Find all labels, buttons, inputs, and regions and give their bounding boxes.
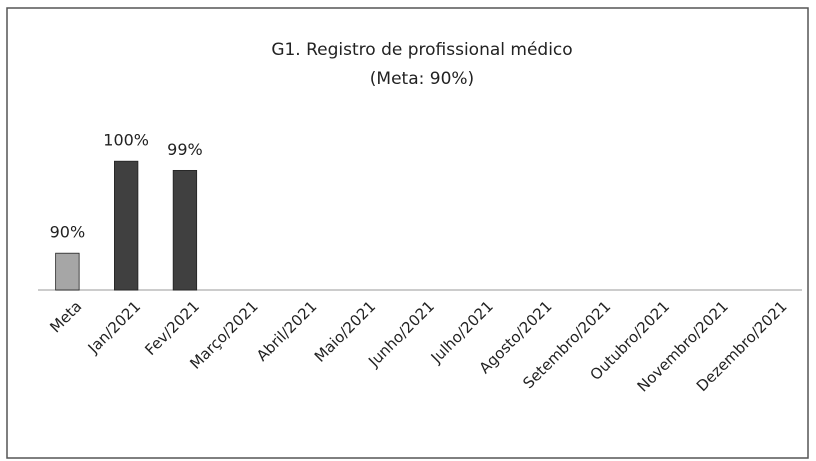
chart-subtitle: (Meta: 90%): [370, 69, 474, 89]
bar: [55, 252, 80, 291]
data-label: 99%: [167, 140, 203, 159]
data-label: 90%: [50, 223, 86, 242]
chart-title: G1. Registro de profissional médico: [271, 40, 572, 60]
bar: [114, 160, 139, 291]
bar: [172, 169, 198, 291]
chart-frame: [6, 7, 809, 459]
data-label: 100%: [103, 131, 149, 150]
